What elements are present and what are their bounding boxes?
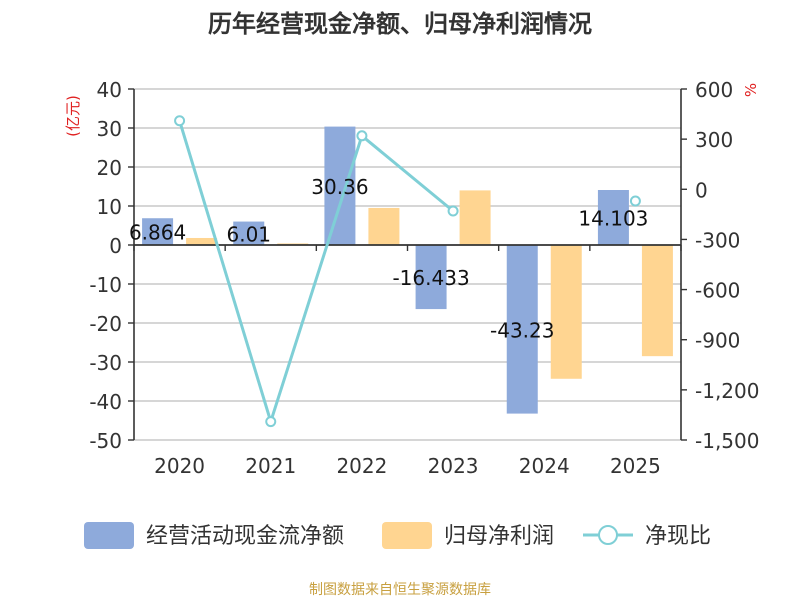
category-label: 2025 — [610, 454, 661, 478]
net-cash-ratio-point — [629, 195, 641, 207]
left-tick-label: 40 — [97, 78, 122, 102]
bar-data-label: 30.36 — [311, 175, 368, 199]
bar-net-profit — [550, 245, 582, 379]
net-cash-ratio-point — [174, 115, 186, 127]
net-cash-ratio-line — [178, 120, 455, 427]
legend-swatch — [382, 522, 432, 549]
data-labels: 6.864 6.01 30.36 -16.433 -43.23 14.103 — [129, 175, 648, 343]
bar-operating-cash-flow — [142, 218, 174, 245]
bar-data-label: -43.23 — [490, 318, 554, 342]
axes: -50 -40 -30 -20 -10 0 10 20 30 40 -1,500 -1,200 -900… — [89, 78, 759, 478]
legend-label: 归母净利润 — [444, 524, 554, 549]
bar-data-label: -16.433 — [392, 266, 469, 290]
legend-swatch — [84, 522, 134, 549]
line-series — [174, 115, 641, 428]
bar-net-profit — [641, 245, 673, 357]
left-tick-label: 20 — [97, 156, 122, 180]
right-tick-label: 300 — [695, 128, 733, 152]
category-label: 2020 — [154, 454, 205, 478]
source-note: 制图数据来自恒生聚源数据库 — [309, 582, 491, 598]
chart-title: 历年经营现金净额、归母净利润情况 — [208, 10, 592, 38]
left-tick-label: -20 — [89, 312, 122, 336]
category-label: 2022 — [336, 454, 387, 478]
legend-label: 净现比 — [645, 524, 711, 549]
bar-operating-cash-flow — [324, 126, 356, 245]
category-label: 2023 — [428, 454, 479, 478]
right-tick-label: -300 — [695, 228, 740, 252]
right-axis-label: % — [742, 83, 760, 97]
right-tick-label: 0 — [695, 178, 708, 202]
right-tick-label: -600 — [695, 279, 740, 303]
bar-data-label: 6.864 — [129, 221, 186, 245]
bar-series — [142, 126, 673, 414]
legend-label: 经营活动现金流净额 — [146, 524, 344, 549]
bar-net-profit — [459, 190, 491, 245]
category-label: 2024 — [519, 454, 570, 478]
left-tick-label: 30 — [97, 117, 122, 141]
right-tick-label: 600 — [695, 78, 733, 102]
gridlines — [134, 88, 681, 441]
category-label: 2021 — [245, 454, 296, 478]
bar-operating-cash-flow — [415, 245, 447, 310]
net-cash-ratio-point — [356, 130, 368, 142]
net-cash-ratio-point — [447, 205, 459, 217]
bar-operating-cash-flow — [233, 221, 265, 245]
left-tick-label: -50 — [89, 429, 122, 453]
bar-operating-cash-flow — [597, 189, 629, 245]
right-tick-label: -1,200 — [695, 379, 759, 403]
bar-data-label: 14.103 — [578, 206, 648, 230]
legend: 经营活动现金流净额 归母净利润 净现比 — [84, 522, 711, 549]
bar-net-profit — [368, 207, 400, 245]
bar-net-profit — [186, 237, 218, 245]
right-tick-label: -1,500 — [695, 429, 759, 453]
left-tick-label: 0 — [109, 234, 122, 258]
bar-data-label: 6.01 — [226, 222, 271, 246]
legend-marker — [598, 525, 618, 545]
left-axis-label: (亿元) — [64, 95, 82, 137]
left-tick-label: -40 — [89, 390, 122, 414]
bar-operating-cash-flow — [506, 245, 538, 414]
right-tick-label: -900 — [695, 329, 740, 353]
left-tick-label: -30 — [89, 351, 122, 375]
left-tick-label: -10 — [89, 273, 122, 297]
left-tick-label: 10 — [97, 195, 122, 219]
net-cash-ratio-point — [265, 416, 277, 428]
